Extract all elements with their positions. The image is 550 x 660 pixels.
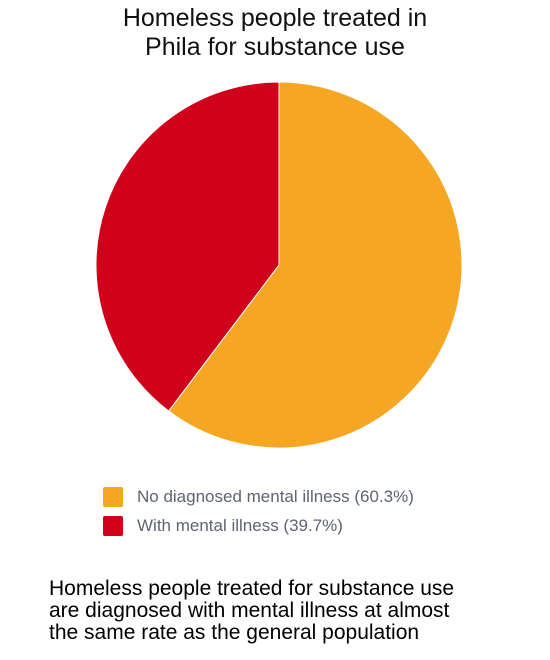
chart-legend: No diagnosed mental illness (60.3%) With…: [103, 482, 414, 540]
chart-caption: Homeless people treated for substance us…: [49, 578, 529, 644]
legend-label-no-mental-illness: No diagnosed mental illness (60.3%): [137, 486, 414, 506]
legend-swatch-with-mental-illness: [103, 515, 123, 536]
legend-label-with-mental-illness: With mental illness (39.7%): [137, 515, 343, 535]
pie-slice-no-mental-illness: [167, 81, 463, 449]
legend-item-no-mental-illness: No diagnosed mental illness (60.3%): [103, 482, 414, 511]
pie-slice-with-mental-illness: [95, 81, 280, 412]
chart-title-line-1: Homeless people treated in: [122, 4, 428, 32]
chart-title: Homeless people treated in Phila for sub…: [0, 4, 550, 62]
pie-chart: [95, 81, 463, 449]
chart-title-line-2: Phila for substance use: [145, 33, 405, 61]
legend-swatch-no-mental-illness: [103, 486, 123, 507]
caption-line-3: the same rate as the general population: [49, 621, 420, 644]
caption-line-1: Homeless people treated for substance us…: [49, 577, 455, 600]
caption-line-2: are diagnosed with mental illness at alm…: [49, 599, 450, 622]
legend-item-with-mental-illness: With mental illness (39.7%): [103, 511, 414, 540]
